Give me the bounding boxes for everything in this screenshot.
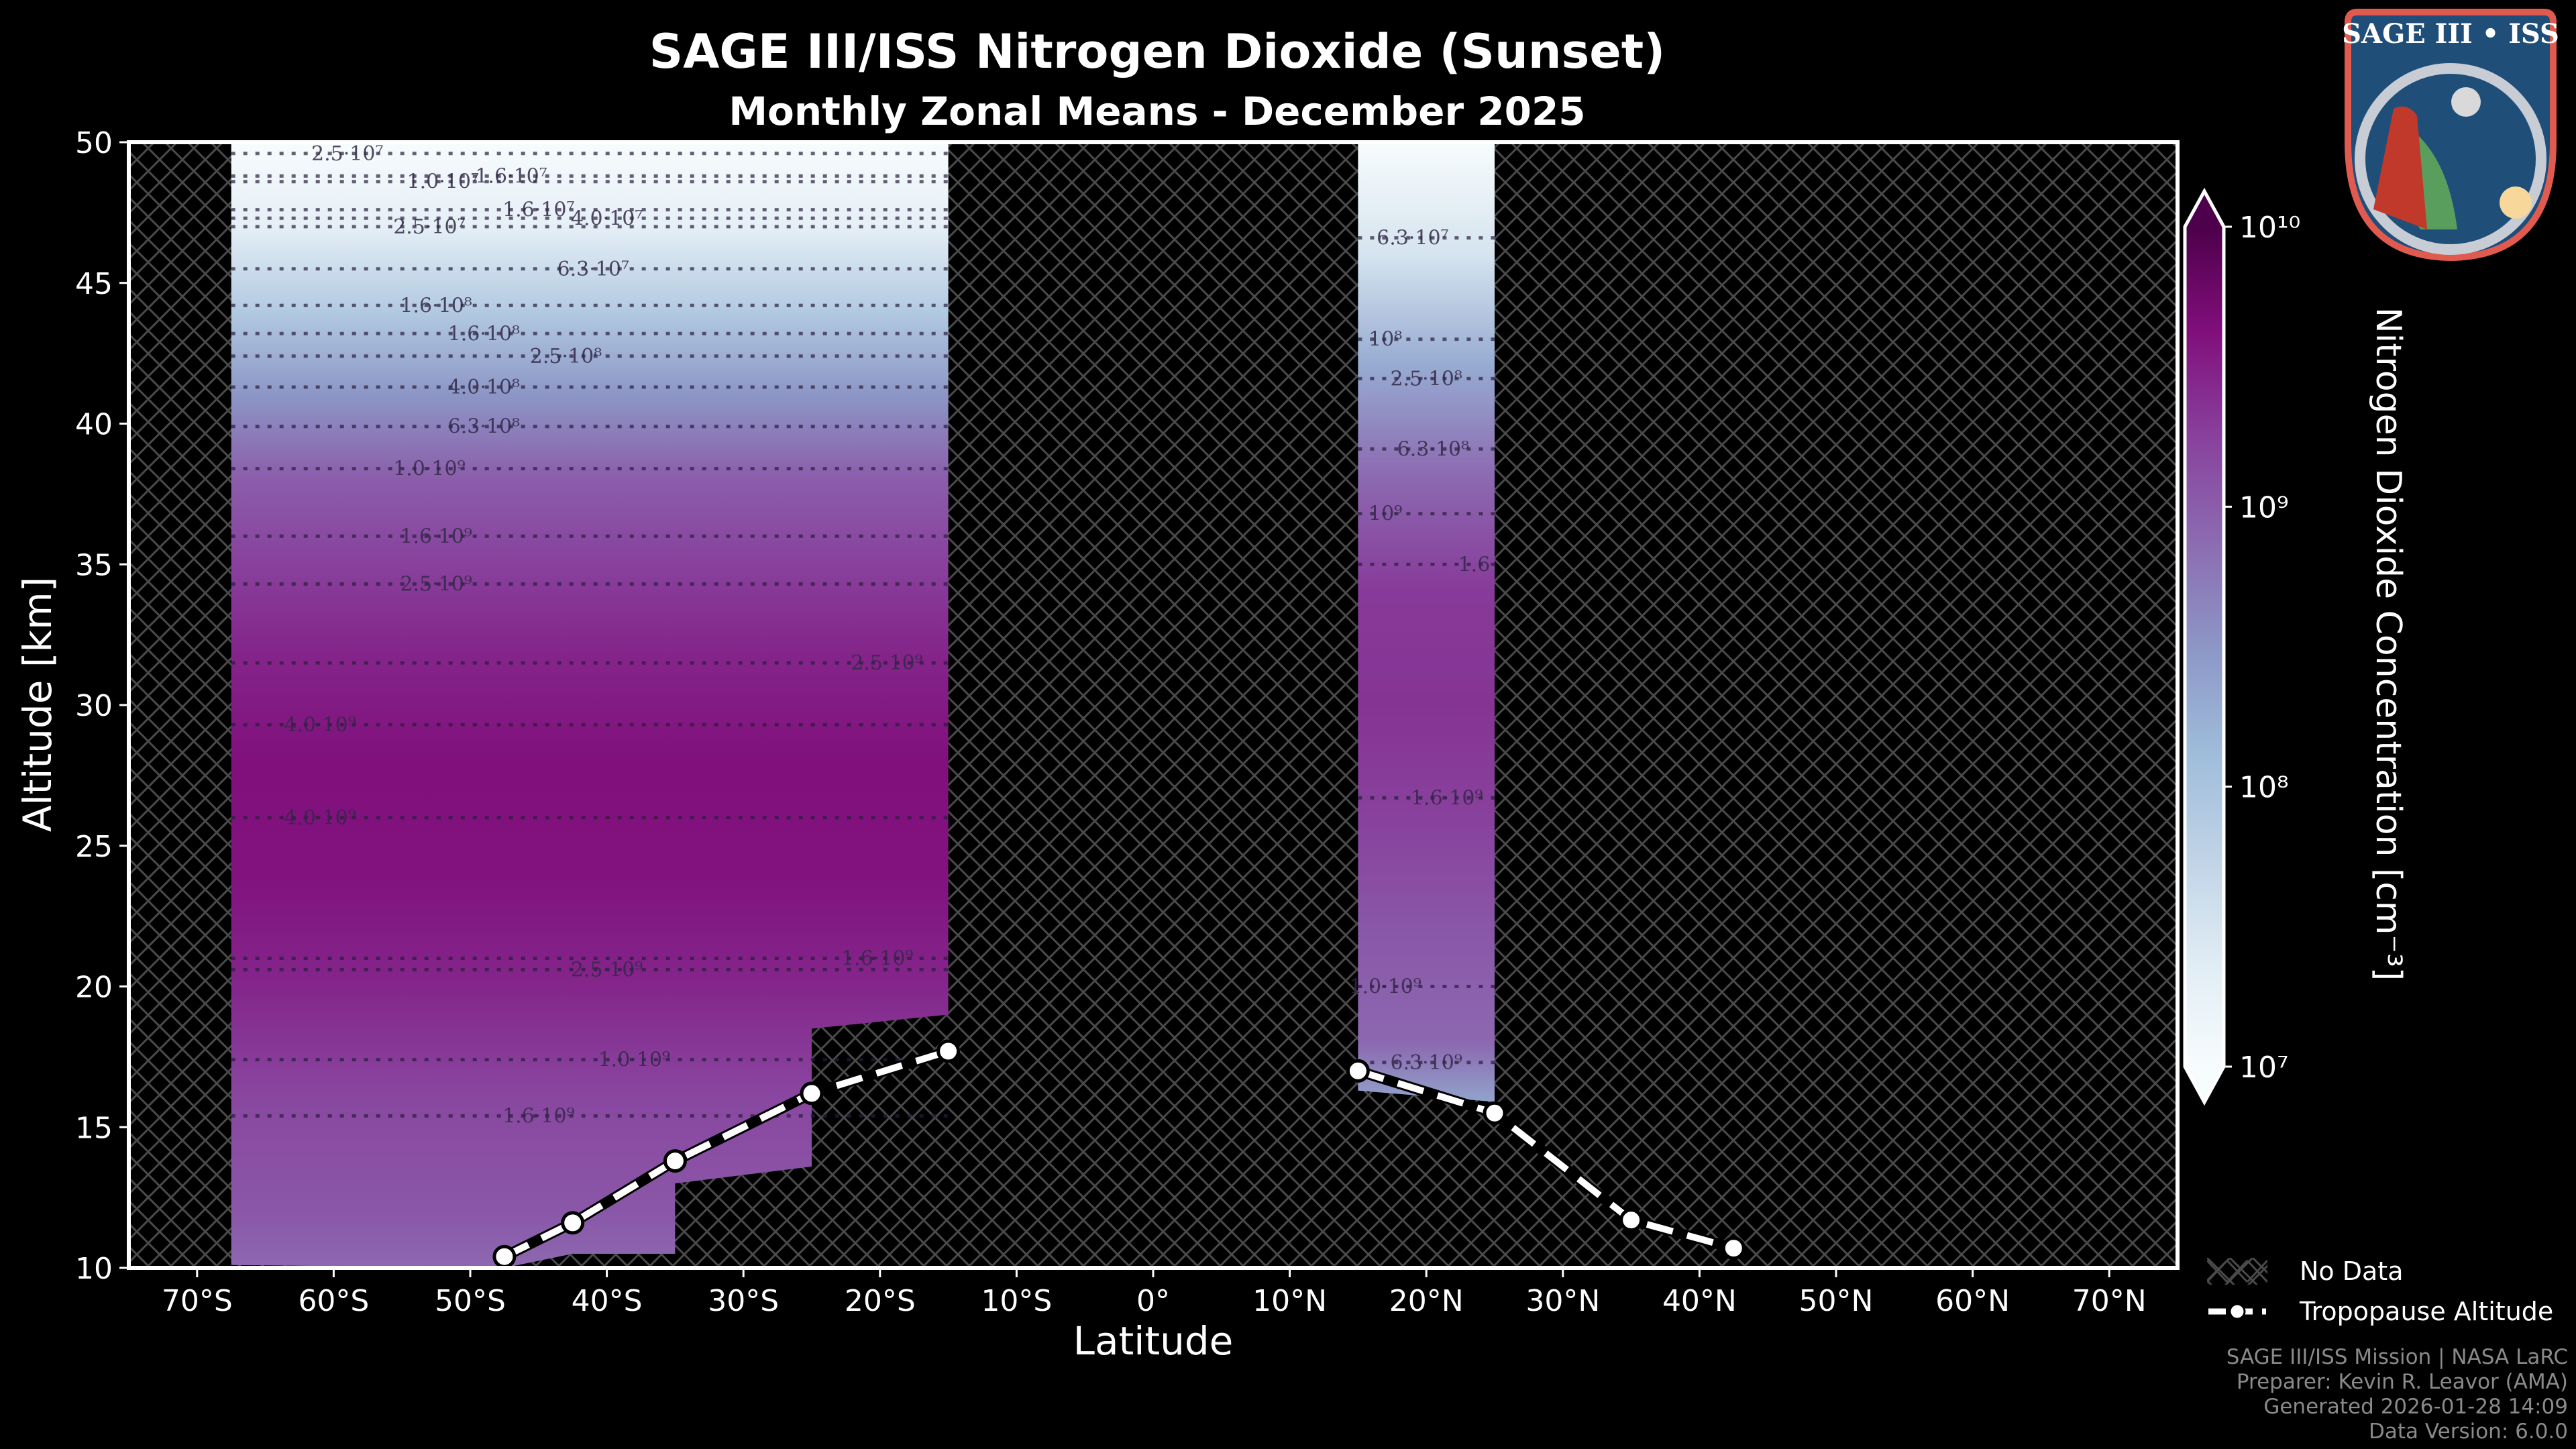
svg-text:1.0·10⁹: 1.0·10⁹	[393, 458, 465, 481]
credit-version: Data Version: 6.0.0	[2368, 1419, 2568, 1444]
colorbar: 10⁷ 10⁸ 10⁹ 10¹⁰	[2183, 187, 2300, 1106]
y-tick-label: 15	[75, 1111, 113, 1145]
svg-text:2.5·10⁹: 2.5·10⁹	[400, 573, 472, 596]
svg-text:2.5·10⁷: 2.5·10⁷	[393, 215, 465, 239]
hatch-swatch-icon	[2207, 1258, 2267, 1285]
svg-text:1.0·10⁹: 1.0·10⁹	[1349, 975, 1421, 999]
credits-block: SAGE III/ISS Mission | NASA LaRC Prepare…	[2226, 1345, 2568, 1444]
svg-text:2.5·10⁸: 2.5·10⁸	[1390, 367, 1462, 390]
tropopause-marker	[800, 1081, 824, 1106]
svg-text:1.6·10⁹: 1.6·10⁹	[841, 947, 913, 971]
tropopause-marker	[492, 1244, 517, 1268]
x-tick-label: 50°S	[435, 1284, 506, 1318]
svg-text:4.0·10⁷: 4.0·10⁷	[571, 207, 643, 230]
credit-mission: SAGE III/ISS Mission | NASA LaRC	[2226, 1345, 2568, 1369]
y-tick-label: 20	[75, 971, 113, 1005]
svg-text:1.6: 1.6	[1458, 553, 1491, 576]
legend-label-tropopause: Tropopause Altitude	[2300, 1297, 2554, 1326]
sage-mission-logo: SAGE III • ISS	[2342, 9, 2559, 262]
svg-text:10⁹: 10⁹	[1368, 502, 1402, 526]
svg-text:6.3·10⁹: 6.3·10⁹	[1390, 1051, 1462, 1075]
x-tick-label: 70°N	[2072, 1284, 2147, 1318]
svg-text:1.6·10⁸: 1.6·10⁸	[448, 322, 520, 345]
svg-text:1.6·10⁹: 1.6·10⁹	[400, 525, 472, 548]
svg-text:6.3·10⁸: 6.3·10⁸	[1397, 437, 1469, 461]
colorbar-label: Nitrogen Dioxide Concentration [cm⁻³]	[2368, 307, 2408, 981]
colorbar-ticks: 10⁷ 10⁸ 10⁹ 10¹⁰	[2224, 211, 2300, 1085]
svg-text:4.0·10⁸: 4.0·10⁸	[448, 376, 520, 399]
legend-item-no-data: No Data	[2207, 1251, 2553, 1291]
x-tick-label: 10°S	[981, 1284, 1052, 1318]
dashed-marker-line-icon	[2208, 1303, 2266, 1320]
tropopause-marker	[1619, 1208, 1644, 1232]
x-tick-label: 40°N	[1662, 1284, 1737, 1318]
x-tick-label: 10°N	[1252, 1284, 1327, 1318]
svg-text:10¹⁰: 10¹⁰	[2239, 211, 2300, 245]
x-tick-label: 20°S	[845, 1284, 916, 1318]
svg-text:1.0·10⁹: 1.0·10⁹	[598, 1049, 670, 1072]
logo-name: SAGE III • ISS	[2342, 18, 2559, 50]
x-tick-label: 60°S	[298, 1284, 369, 1318]
svg-text:4.0·10⁹: 4.0·10⁹	[284, 806, 356, 830]
svg-text:2.5·10⁹: 2.5·10⁹	[571, 958, 643, 981]
chart-title: SAGE III/ISS Nitrogen Dioxide (Sunset)	[649, 24, 1666, 79]
svg-text:2.5·10⁷: 2.5·10⁷	[311, 142, 383, 166]
chart-subtitle: Monthly Zonal Means - December 2025	[729, 89, 1586, 134]
x-tick-label: 40°S	[572, 1284, 643, 1318]
contour-labels: 2.5·10⁷1.0·10⁷1.6·10⁷1.6·10⁷4.0·10⁷2.5·1…	[284, 142, 1491, 1128]
legend: No Data Tropopause Altitude	[2207, 1251, 2553, 1332]
x-tick-label: 70°S	[162, 1284, 233, 1318]
svg-text:6.3·10⁷: 6.3·10⁷	[557, 258, 629, 281]
y-tick-label: 40	[75, 408, 113, 442]
x-tick-label: 0°	[1136, 1284, 1170, 1318]
svg-text:2.5·10⁹: 2.5·10⁹	[851, 651, 922, 675]
legend-item-tropopause: Tropopause Altitude	[2207, 1291, 2553, 1332]
y-tick-label: 45	[75, 267, 113, 301]
x-tick-label: 30°N	[1525, 1284, 1600, 1318]
svg-text:10⁸: 10⁸	[1368, 328, 1402, 352]
x-axis-ticks: 70°S 60°S 50°S 40°S 30°S 20°S 10°S 0° 10°N 20°N 30…	[162, 1268, 2147, 1318]
tropopause-marker	[561, 1211, 585, 1235]
svg-text:1.6·10⁹: 1.6·10⁹	[502, 1104, 574, 1128]
svg-text:6.3·10⁸: 6.3·10⁸	[448, 415, 520, 439]
svg-text:10⁸: 10⁸	[2239, 771, 2289, 805]
y-tick-label: 35	[75, 548, 113, 582]
svg-text:1.6·10⁸: 1.6·10⁸	[400, 294, 472, 317]
y-axis-ticks: 10 15 20 25 30 35 40 45 50	[75, 126, 129, 1286]
svg-text:10⁷: 10⁷	[2239, 1051, 2289, 1085]
credit-preparer: Preparer: Kevin R. Leavor (AMA)	[2236, 1370, 2568, 1394]
x-tick-label: 60°N	[1935, 1284, 2010, 1318]
y-tick-label: 25	[75, 830, 113, 864]
data-region-northern	[1358, 142, 1495, 1102]
svg-text:1.6·10⁷: 1.6·10⁷	[475, 164, 547, 188]
svg-text:1.6·10⁷: 1.6·10⁷	[502, 199, 574, 222]
tropopause-line	[492, 1039, 1746, 1268]
tropopause-marker	[1346, 1059, 1370, 1083]
y-tick-label: 50	[75, 126, 113, 160]
x-tick-label: 30°S	[708, 1284, 779, 1318]
y-tick-label: 30	[75, 689, 113, 723]
svg-text:2.5·10⁸: 2.5·10⁸	[530, 345, 602, 368]
y-axis-label: Altitude [km]	[15, 576, 60, 833]
plot-area: 2.5·10⁷1.0·10⁷1.6·10⁷1.6·10⁷4.0·10⁷2.5·1…	[127, 140, 2180, 1270]
svg-text:1.0·10⁷: 1.0·10⁷	[407, 170, 479, 194]
svg-text:6.3·10⁷: 6.3·10⁷	[1377, 227, 1448, 250]
credit-generated: Generated 2026-01-28 14:09	[2263, 1395, 2568, 1419]
tropopause-marker	[663, 1149, 687, 1173]
svg-text:1.6·10⁹: 1.6·10⁹	[1411, 786, 1483, 810]
x-tick-label: 20°N	[1389, 1284, 1464, 1318]
x-tick-label: 50°N	[1799, 1284, 1874, 1318]
legend-label-no-data: No Data	[2300, 1256, 2404, 1286]
svg-text:10⁹: 10⁹	[2239, 490, 2289, 525]
tropopause-marker	[936, 1039, 961, 1063]
x-axis-label: Latitude	[1073, 1318, 1234, 1364]
tropopause-marker	[1721, 1236, 1746, 1260]
svg-text:4.0·10⁹: 4.0·10⁹	[284, 713, 356, 737]
y-tick-label: 10	[75, 1252, 113, 1286]
tropopause-marker	[1483, 1101, 1507, 1125]
data-region-southern	[231, 142, 949, 1268]
